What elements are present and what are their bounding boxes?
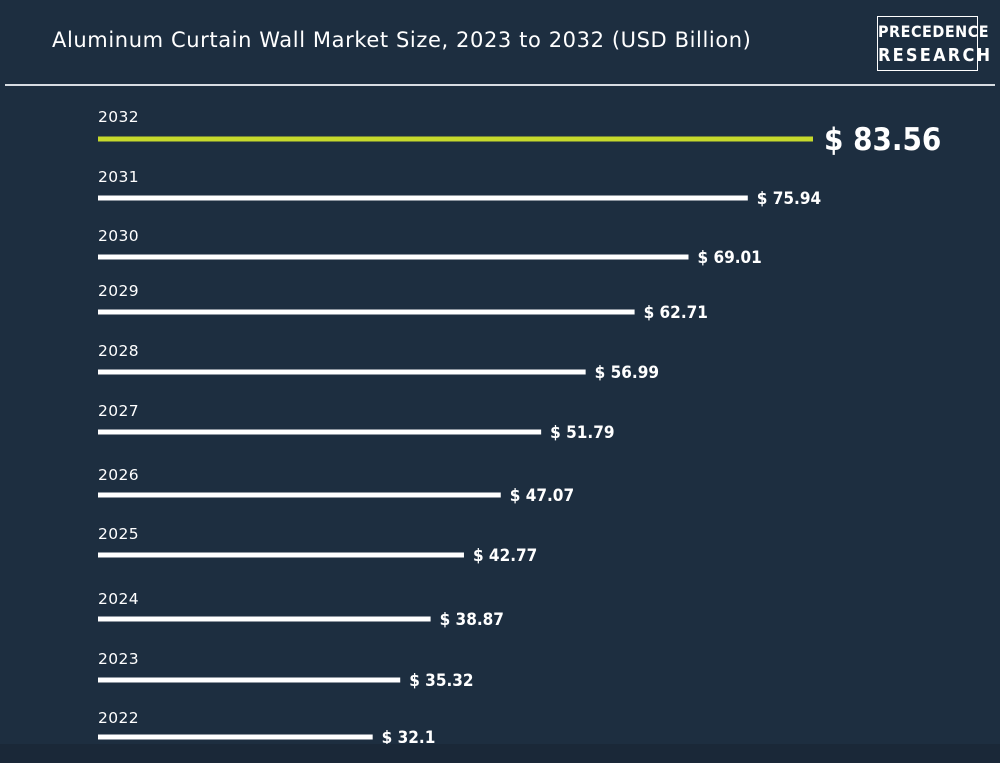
logo-line-1: PRECEDENCE: [878, 22, 990, 41]
value-label: $ 83.56: [824, 122, 941, 158]
year-label: 2029: [98, 282, 139, 300]
value-label: $ 75.94: [757, 189, 821, 209]
value-label: $ 35.32: [409, 671, 473, 691]
value-label: $ 62.71: [644, 303, 708, 323]
bar: [98, 734, 373, 740]
year-label: 2028: [98, 342, 139, 360]
bottom-strip: [0, 744, 1000, 763]
precedence-research-logo: PRECEDENCE RESEARCH: [877, 16, 993, 71]
value-label: $ 69.01: [697, 248, 761, 268]
bar: [98, 309, 635, 315]
bar: [98, 429, 542, 435]
year-label: 2022: [98, 709, 139, 727]
value-label: $ 51.79: [550, 423, 614, 443]
logo-line-2: RESEARCH: [878, 45, 993, 66]
bar: [98, 254, 689, 260]
bar: [98, 136, 813, 142]
year-label: 2031: [98, 168, 139, 186]
value-label: $ 47.07: [510, 486, 574, 506]
year-label: 2024: [98, 590, 139, 608]
bar: [98, 552, 464, 558]
value-label: $ 56.99: [595, 363, 659, 383]
year-label: 2025: [98, 525, 139, 543]
year-label: 2023: [98, 650, 139, 668]
value-label: $ 32.1: [382, 728, 436, 748]
year-label: 2027: [98, 402, 139, 420]
bar: [98, 369, 586, 375]
bar: [98, 492, 501, 498]
bar: [98, 677, 401, 683]
header-divider: [5, 84, 995, 86]
year-label: 2026: [98, 466, 139, 484]
bar: [98, 616, 431, 622]
chart-title: Aluminum Curtain Wall Market Size, 2023 …: [52, 28, 752, 52]
value-label: $ 42.77: [473, 546, 537, 566]
bar: [98, 195, 748, 201]
year-label: 2030: [98, 227, 139, 245]
year-label: 2032: [98, 108, 139, 126]
value-label: $ 38.87: [440, 610, 504, 630]
